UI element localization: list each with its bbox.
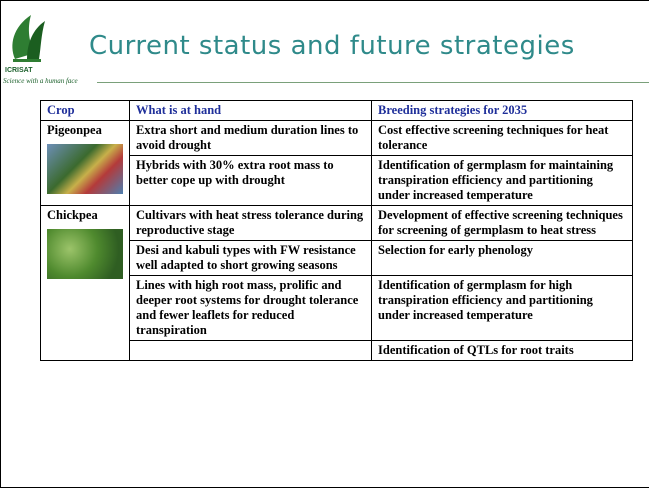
strategy-cell: Selection for early phenology (372, 241, 633, 276)
at-hand-cell (130, 341, 372, 361)
crop-cell: Chickpea (41, 206, 130, 361)
table-row: Lines with high root mass, prolific and … (41, 276, 633, 341)
table-row: Desi and kabuli types with FW resistance… (41, 241, 633, 276)
strategy-cell: Development of effective screening techn… (372, 206, 633, 241)
strategy-cell: Identification of germplasm for maintain… (372, 156, 633, 206)
title: Current status and future strategies (89, 31, 575, 61)
crop-photo (47, 229, 123, 279)
at-hand-cell: Desi and kabuli types with FW resistance… (130, 241, 372, 276)
table-row: Chickpea Cultivars with heat stress toler… (41, 206, 633, 241)
at-hand-cell: Cultivars with heat stress tolerance dur… (130, 206, 372, 241)
at-hand-cell: Hybrids with 30% extra root mass to bett… (130, 156, 372, 206)
logo-text: ICRISAT (5, 67, 32, 74)
crop-cell: Pigeonpea (41, 121, 130, 206)
logo (5, 9, 49, 65)
tagline: Science with a human face (3, 77, 78, 85)
column-header: Breeding strategies for 2035 (372, 101, 633, 121)
table-row: Hybrids with 30% extra root mass to bett… (41, 156, 633, 206)
divider (97, 82, 649, 83)
strategy-cell: Identification of QTLs for root traits (372, 341, 633, 361)
strategy-cell: Cost effective screening techniques for … (372, 121, 633, 156)
crop-name: Chickpea (47, 208, 123, 223)
crop-photo (47, 144, 123, 194)
slide: ICRISAT Science with a human face Curren… (0, 0, 649, 488)
crop-name: Pigeonpea (47, 123, 123, 138)
column-header: What is at hand (130, 101, 372, 121)
at-hand-cell: Extra short and medium duration lines to… (130, 121, 372, 156)
at-hand-cell: Lines with high root mass, prolific and … (130, 276, 372, 341)
strategy-cell: Identification of germplasm for high tra… (372, 276, 633, 341)
table-row: Pigeonpea Extra short and medium duration… (41, 121, 633, 156)
table-row: Identification of QTLs for root traits (41, 341, 633, 361)
column-header: Crop (41, 101, 130, 121)
